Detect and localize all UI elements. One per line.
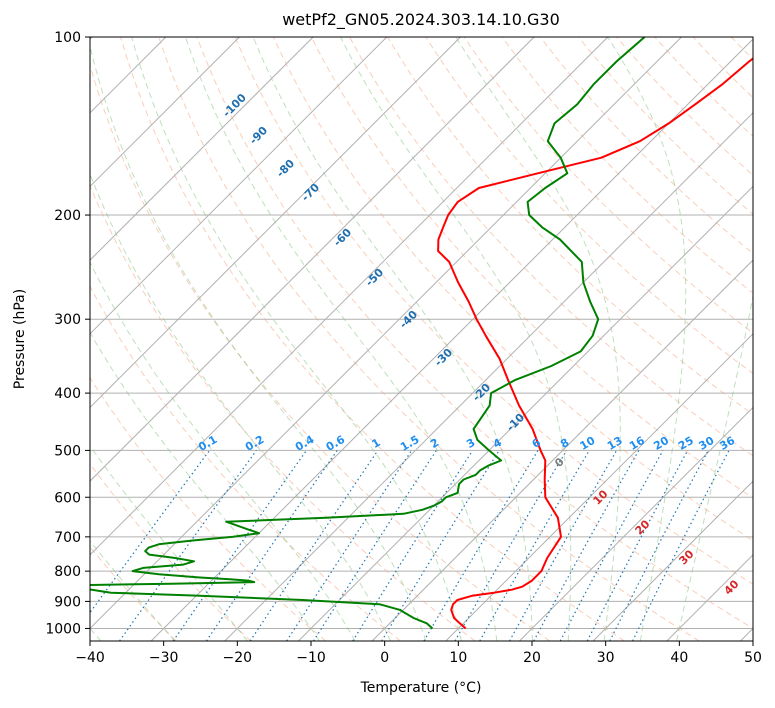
x-tick-label: 10 <box>449 650 467 666</box>
dry-adiabat <box>120 37 625 641</box>
moist-adiabat <box>676 293 753 641</box>
y-tick-label: 300 <box>54 312 81 328</box>
moist-adiabat <box>607 37 687 641</box>
isotherms <box>90 37 753 641</box>
moist-adiabat <box>131 37 462 641</box>
mixing-ratio-line <box>172 450 307 641</box>
x-tick-label: 50 <box>744 650 762 666</box>
isotherm <box>90 37 682 630</box>
moist-adiabat <box>90 444 248 641</box>
dry-adiabat <box>310 37 753 499</box>
isotherm <box>90 37 535 482</box>
isotherm <box>224 112 753 641</box>
y-tick-label: 900 <box>54 594 81 610</box>
mixing-ratio-line <box>312 450 437 641</box>
mixing-ratio-line <box>454 450 568 641</box>
mixing-ratio-line <box>90 450 211 614</box>
mixing-ratio-line <box>352 450 474 641</box>
x-axis: −40 −30 −20 −10 0 10 20 30 40 50 <box>75 641 762 666</box>
y-tick-label: 200 <box>54 208 81 224</box>
mixing-ratio-line <box>533 450 640 641</box>
x-tick-label: −20 <box>223 650 253 666</box>
dry-adiabat <box>90 463 252 641</box>
chart-title: wetPf2_GN05.2024.303.14.10.G30 <box>282 10 560 30</box>
mixing-ratio-line <box>479 450 590 641</box>
y-tick-label: 500 <box>54 443 81 459</box>
isotherm <box>298 185 753 641</box>
x-tick-label: −40 <box>75 650 105 666</box>
isotherm <box>90 37 314 261</box>
mixing-ratio-line <box>286 450 413 641</box>
moist-adiabat <box>90 540 176 641</box>
mixing-ratio-line <box>509 450 618 641</box>
x-tick-label: 40 <box>670 650 688 666</box>
dry-adiabat <box>90 285 401 641</box>
sounding-profiles <box>90 37 753 630</box>
mixing-ratio-line <box>559 450 664 641</box>
isotherm <box>90 37 609 556</box>
dry-adiabats <box>90 37 753 641</box>
x-tick-label: 20 <box>523 650 541 666</box>
dry-adiabat <box>90 63 551 641</box>
x-tick-label: 30 <box>597 650 615 666</box>
mixing-ratio-line <box>381 450 500 641</box>
isotherm <box>519 406 753 641</box>
isotherm <box>90 37 388 335</box>
moist-adiabat <box>252 37 533 641</box>
moist-adiabat <box>90 172 392 641</box>
dewpoint-profile <box>90 37 646 630</box>
dry-adiabat <box>234 37 753 585</box>
x-tick-label: −30 <box>149 650 179 666</box>
dry-adiabat <box>387 37 753 415</box>
mixing-ratio-line <box>119 450 257 641</box>
isotherm <box>445 333 753 641</box>
y-axis: 100 200 300 400 500 600 700 800 900 1000 <box>45 30 90 637</box>
moist-adiabat <box>340 37 572 641</box>
dry-adiabat <box>196 37 753 629</box>
dry-adiabat <box>616 37 753 176</box>
y-axis-title: Pressure (hPa) <box>12 289 28 389</box>
moist-adiabat <box>90 44 427 641</box>
x-tick-label: 0 <box>380 650 389 666</box>
y-tick-label: 1000 <box>45 621 81 637</box>
isotherm <box>90 37 240 188</box>
y-tick-label: 600 <box>54 490 81 506</box>
y-tick-label: 400 <box>54 386 81 402</box>
x-axis-title: Temperature (°C) <box>360 680 482 696</box>
mixing-ratio-lines <box>90 450 730 641</box>
isotherm <box>90 37 461 409</box>
dry-adiabat <box>578 37 753 215</box>
isotherm <box>371 259 753 641</box>
y-tick-label: 100 <box>54 30 81 46</box>
pressure-gridlines <box>90 37 753 629</box>
dry-adiabat <box>501 37 753 294</box>
isotherm <box>592 480 753 641</box>
y-tick-label: 800 <box>54 564 81 580</box>
y-tick-label: 700 <box>54 530 81 546</box>
moist-adiabat <box>185 37 498 641</box>
isotherm <box>150 38 753 641</box>
moist-adiabat <box>90 261 356 641</box>
dry-adiabat <box>463 37 753 334</box>
x-tick-label: −10 <box>296 650 326 666</box>
mixing-ratio-line <box>423 450 539 641</box>
temperature-profile <box>437 57 753 630</box>
dry-adiabat <box>158 37 700 641</box>
plot-frame <box>89 36 754 642</box>
